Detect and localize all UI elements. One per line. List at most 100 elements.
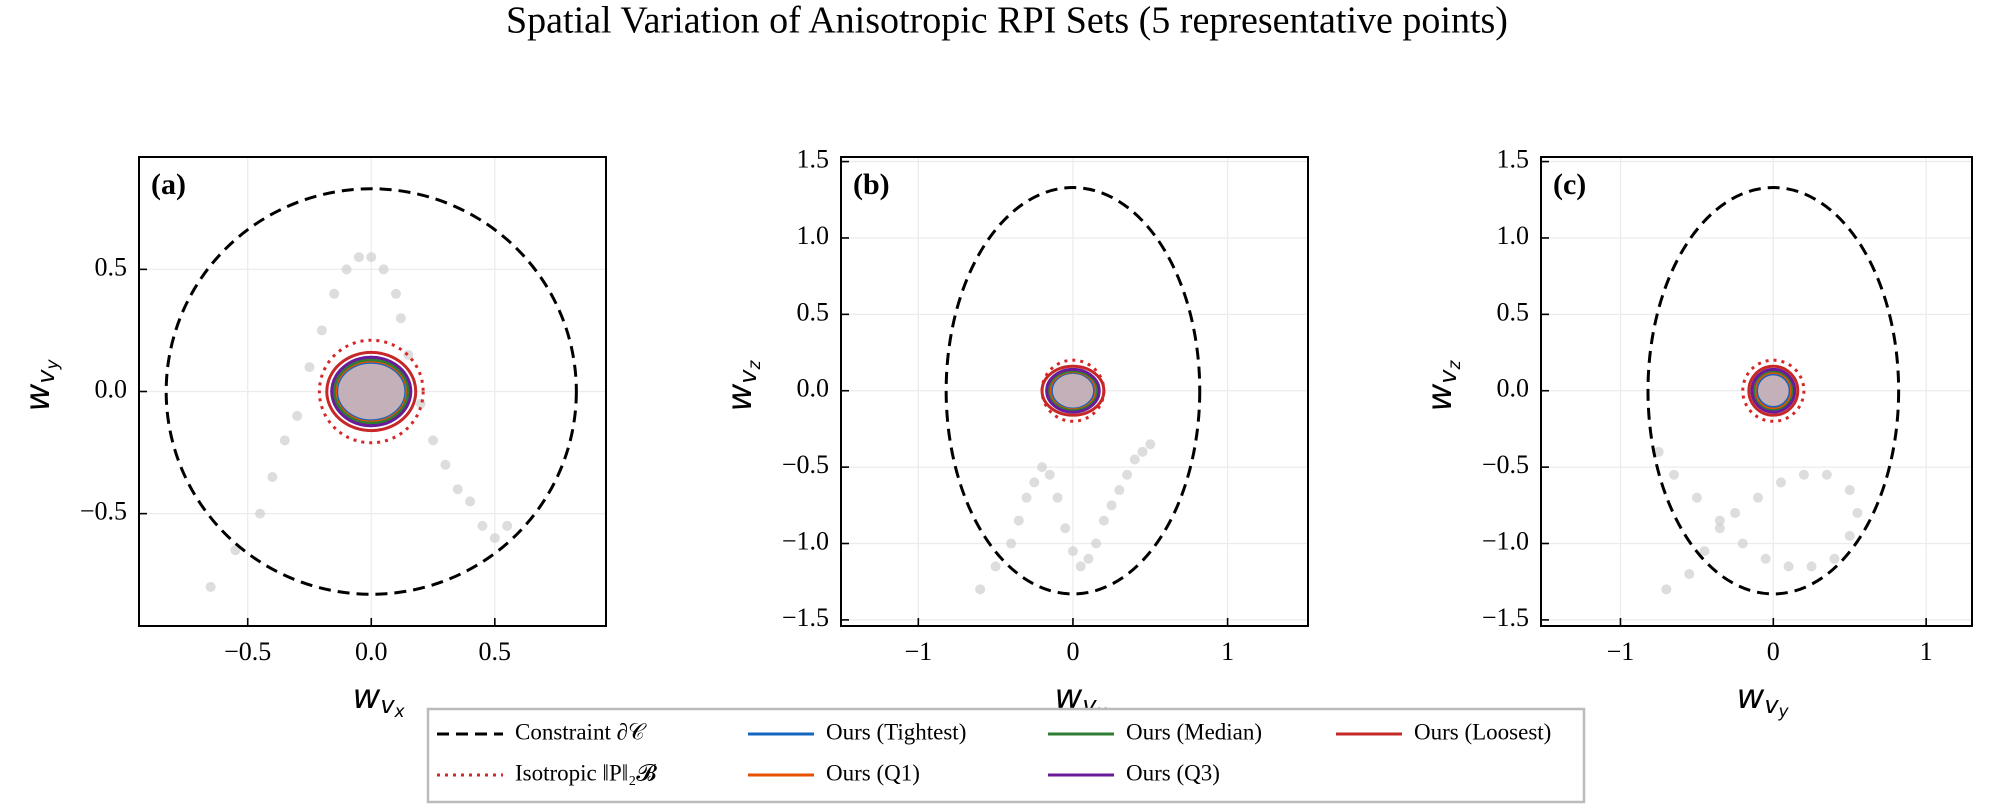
plot-area: [841, 157, 1308, 626]
y-tick-label: 1.5: [1497, 145, 1530, 174]
axes-frame: [840, 156, 1309, 627]
rpi-ellipse: [1751, 369, 1795, 413]
sample-point: [975, 584, 986, 595]
sample-point: [1091, 538, 1102, 549]
x-tick-label: 1: [1221, 637, 1234, 666]
rpi-ellipse: [1045, 367, 1101, 414]
axis-label-subsub: z: [1445, 359, 1465, 370]
y-tick-label: 1.0: [797, 221, 830, 250]
x-tick-label: −1: [904, 637, 932, 666]
region-fill: [1046, 369, 1100, 413]
rpi-ellipse: [1646, 186, 1901, 596]
sample-point: [1052, 492, 1063, 503]
panel-label: (a): [151, 168, 186, 201]
sample-point: [316, 325, 327, 336]
y-tick-label: −0.5: [782, 450, 829, 479]
y-tick-label: 0.5: [95, 252, 128, 281]
sample-point: [1844, 485, 1855, 496]
sample-point: [205, 581, 216, 592]
axis-label: wvy: [1737, 677, 1790, 723]
axis-label: wvz: [720, 359, 766, 411]
sample-point: [1806, 561, 1817, 572]
panel-label: (b): [853, 168, 890, 201]
sample-point: [1006, 538, 1017, 549]
sample-point: [1668, 469, 1679, 480]
axis-label-sub: v: [380, 691, 395, 719]
axis-label-main: w: [1420, 384, 1460, 412]
sample-point: [428, 435, 439, 446]
sample-point: [395, 313, 406, 324]
sample-point: [1821, 469, 1832, 480]
x-tick-label: 1: [1920, 637, 1933, 666]
rpi-ellipse: [317, 338, 425, 445]
axis-label-subsub: y: [43, 358, 63, 370]
sample-point: [390, 288, 401, 299]
sample-point: [1783, 561, 1794, 572]
legend-label: Constraint ∂𝒞: [515, 719, 647, 744]
rpi-ellipse: [1755, 372, 1792, 410]
rpi-ellipse: [164, 187, 578, 596]
sample-point: [1684, 569, 1695, 580]
rpi-ellipse: [330, 355, 413, 428]
y-tick-label: 0.5: [797, 297, 830, 326]
rpi-ellipse: [325, 350, 418, 433]
sample-point: [489, 533, 500, 544]
sample-point: [267, 471, 278, 482]
x-tick-label: 0.5: [479, 637, 512, 666]
sample-point: [341, 264, 352, 275]
sample-point: [1714, 523, 1725, 534]
axis-label-sub: v: [1764, 691, 1779, 719]
axis-label: wvy: [18, 358, 64, 411]
legend-label: Ours (Q1): [826, 760, 920, 785]
sample-point: [1114, 485, 1125, 496]
legend-label: Ours (Q3): [1126, 760, 1220, 785]
y-tick-label: 0.0: [1497, 374, 1530, 403]
y-tick-label: −1.0: [782, 526, 829, 555]
sample-point: [1691, 492, 1702, 503]
axes-frame: [1540, 156, 1973, 627]
sample-point: [1037, 462, 1048, 473]
sample-point: [502, 520, 513, 531]
sample-point: [465, 496, 476, 507]
x-tick-label: −1: [1607, 637, 1635, 666]
axis-label-main: w: [353, 677, 381, 717]
region-fill: [331, 357, 411, 426]
sample-point: [1737, 538, 1748, 549]
sample-point: [452, 484, 463, 495]
sample-point: [1775, 477, 1786, 488]
sample-point: [1753, 492, 1764, 503]
sample-point: [366, 252, 377, 263]
x-tick-label: 0.0: [355, 637, 388, 666]
y-tick-label: −0.5: [80, 497, 127, 526]
sample-point: [353, 252, 364, 263]
sample-point: [329, 288, 340, 299]
sample-point: [1106, 500, 1117, 511]
sample-point: [1044, 469, 1055, 480]
region-fill: [1751, 369, 1795, 413]
y-tick-label: −1.5: [782, 603, 829, 632]
legend: Constraint ∂𝒞 Isotropic ‖P‖₂𝓑 Ours (Tighte…: [426, 707, 1586, 804]
sample-point: [1098, 515, 1109, 526]
rpi-ellipse: [1747, 364, 1800, 417]
sample-point: [1714, 515, 1725, 526]
sample-point: [1730, 507, 1741, 518]
axis-label-subsub: y: [1778, 702, 1790, 722]
panel-label: (c): [1553, 168, 1586, 201]
axis-label: wvx: [353, 677, 406, 723]
axes-frame: [138, 156, 607, 627]
sample-point: [279, 435, 290, 446]
y-tick-label: 1.0: [1497, 221, 1530, 250]
sample-point: [1852, 507, 1863, 518]
sample-point: [1083, 553, 1094, 564]
sample-point: [1029, 477, 1040, 488]
sample-point: [304, 362, 315, 373]
rpi-ellipse: [1753, 370, 1794, 411]
sample-point: [1129, 454, 1140, 465]
sample-point: [1145, 439, 1156, 450]
y-tick-label: 0.0: [797, 374, 830, 403]
sample-point: [1653, 446, 1664, 457]
y-tick-label: −1.5: [1482, 603, 1529, 632]
axis-label-sub: v: [734, 369, 762, 384]
legend-label: Ours (Tightest): [826, 719, 966, 744]
